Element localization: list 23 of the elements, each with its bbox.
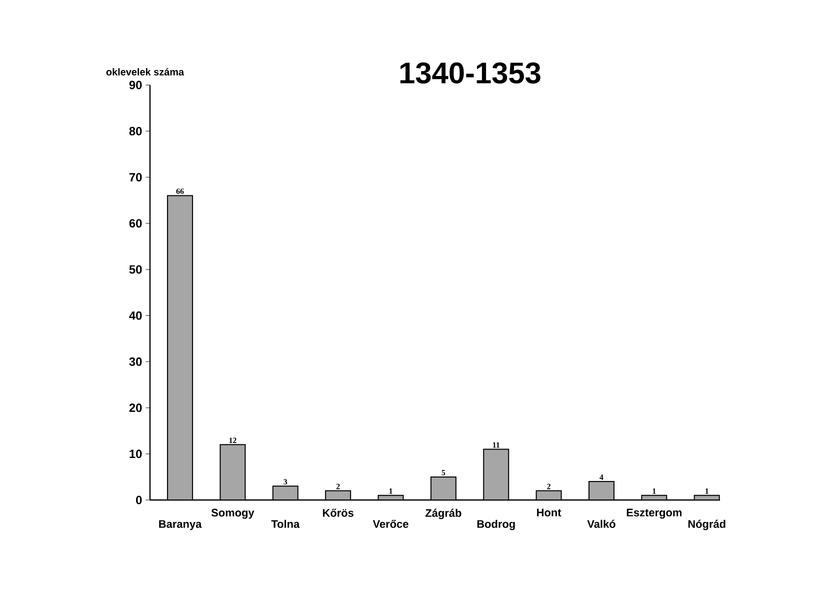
x-tick-label: Nógrád [688, 520, 726, 530]
x-tick-label: Somogy [211, 508, 254, 519]
x-tick-label: Baranya [159, 520, 202, 530]
y-tick-label: 90 [129, 80, 142, 90]
y-axis-title: oklevelek száma [106, 68, 184, 76]
x-tick-label: Bodrog [477, 520, 515, 530]
y-tick-label: 80 [129, 126, 142, 136]
x-tick-label: Zágráb [425, 508, 462, 520]
y-tick-label: 0 [136, 496, 142, 504]
x-tick-label: Tolna [271, 520, 300, 528]
y-tick-label: 70 [129, 172, 142, 182]
y-tick-label: 20 [129, 404, 142, 412]
x-tick-label: Verőce [372, 520, 408, 528]
y-tick-label: 50 [129, 265, 142, 274]
y-tick-label: 60 [129, 219, 142, 228]
x-tick-label: Hont [537, 508, 562, 516]
x-tick-label: Valkó [587, 520, 616, 528]
x-tick-label: Kőrös [322, 508, 354, 517]
chart-title: 1340-1353 [400, 62, 540, 84]
y-tick-label: 40 [129, 311, 142, 320]
y-tick-label: 30 [129, 357, 142, 366]
y-tick-label: 10 [130, 450, 142, 458]
x-tick-label: Esztergom [626, 508, 682, 519]
